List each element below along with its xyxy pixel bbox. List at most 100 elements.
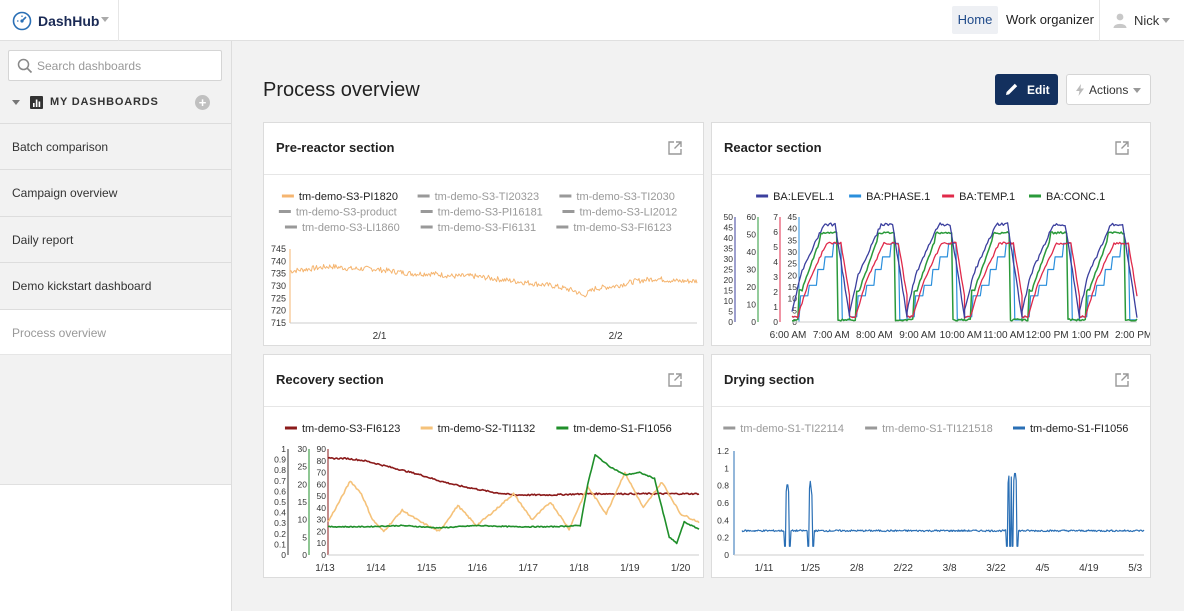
series-line bbox=[327, 454, 700, 545]
panel-header: Reactor section bbox=[712, 123, 1150, 175]
panel-title: Drying section bbox=[724, 372, 815, 387]
edit-button[interactable]: Edit bbox=[995, 74, 1058, 105]
y-tick-label: 70 bbox=[317, 468, 327, 478]
y-tick-label: 80 bbox=[317, 456, 327, 466]
y-tick-label: 3 bbox=[773, 272, 778, 282]
sidebar-item-demo-kickstart[interactable]: Demo kickstart dashboard bbox=[0, 262, 231, 309]
panel-header: Recovery section bbox=[264, 355, 703, 407]
panel-header: Pre-reactor section bbox=[264, 123, 703, 175]
y-tick-label: 30 bbox=[788, 247, 798, 257]
lightning-icon bbox=[1076, 84, 1084, 96]
x-tick-label: 1/19 bbox=[620, 563, 640, 574]
x-tick-label: 1/13 bbox=[315, 563, 335, 574]
series-line bbox=[289, 263, 698, 298]
y-tick-label: 5 bbox=[728, 307, 733, 317]
actions-button[interactable]: Actions bbox=[1066, 74, 1151, 105]
x-tick-label: 1/18 bbox=[569, 563, 589, 574]
divider bbox=[118, 0, 119, 41]
x-tick-label: 1/16 bbox=[468, 563, 488, 574]
sidebar-item-process-overview[interactable]: Process overview bbox=[0, 308, 231, 355]
sidebar-item-batch-comparison[interactable]: Batch comparison bbox=[0, 123, 231, 170]
user-menu[interactable]: Nick bbox=[1134, 13, 1160, 28]
chart-pre-reactor: tm-demo-S3-PI1820 tm-demo-S3-TI20323 tm-de… bbox=[271, 191, 698, 342]
y-tick-label: 720 bbox=[271, 306, 286, 316]
y-tick-label: 20 bbox=[298, 479, 308, 489]
external-link-icon[interactable] bbox=[1114, 140, 1130, 156]
x-tick-label: 1/17 bbox=[518, 563, 538, 574]
section-label: MY DASHBOARDS bbox=[50, 96, 159, 108]
y-tick-label: 40 bbox=[724, 233, 734, 243]
legend-item: tm-demo-S1-TI121518 bbox=[882, 423, 993, 435]
app-menu-caret-icon[interactable] bbox=[101, 17, 109, 22]
y-tick-label: 0.6 bbox=[274, 486, 286, 496]
legend-item: BA:PHASE.1 bbox=[866, 191, 930, 203]
y-tick-label: 0 bbox=[751, 317, 756, 327]
legend-item: tm-demo-S2-TI1132 bbox=[438, 423, 536, 435]
x-tick-label: 10:00 AM bbox=[940, 330, 982, 341]
y-tick-label: 715 bbox=[271, 318, 286, 328]
user-menu-caret-icon[interactable] bbox=[1162, 18, 1170, 23]
y-tick-label: 40 bbox=[747, 247, 757, 257]
x-tick-label: 11:00 AM bbox=[983, 330, 1025, 341]
app-name: DashHub bbox=[38, 13, 100, 29]
y-tick-label: 0.4 bbox=[274, 508, 286, 518]
app-logo[interactable]: DashHub bbox=[12, 10, 99, 32]
y-tick-label: 735 bbox=[271, 269, 286, 279]
search-input[interactable] bbox=[37, 56, 217, 76]
collapse-caret-icon[interactable] bbox=[12, 100, 20, 105]
external-link-icon[interactable] bbox=[667, 140, 683, 156]
panel-reactor: Reactor section BA:LEVEL.1 BA:PHASE.1 BA:T… bbox=[711, 122, 1151, 346]
x-tick-label: 4/5 bbox=[1035, 563, 1049, 574]
sidebar-item-campaign-overview[interactable]: Campaign overview bbox=[0, 169, 231, 216]
y-tick-label: 25 bbox=[298, 462, 308, 472]
y-tick-label: 0.9 bbox=[274, 455, 286, 465]
y-tick-label: 0.8 bbox=[274, 465, 286, 475]
my-dashboards-header: MY DASHBOARDS + bbox=[12, 95, 222, 111]
legend-item: tm-demo-S1-FI1056 bbox=[1030, 423, 1128, 435]
y-tick-label: 60 bbox=[747, 212, 757, 222]
y-tick-label: 1 bbox=[773, 302, 778, 312]
y-tick-label: 40 bbox=[788, 224, 798, 234]
chart-area: BA:LEVEL.1 BA:PHASE.1 BA:TEMP.1 BA:CONC.1 0 5… bbox=[712, 175, 1150, 345]
y-tick-label: 0 bbox=[724, 550, 729, 560]
y-tick-label: 20 bbox=[747, 282, 757, 292]
x-tick-label: 2/2 bbox=[609, 331, 623, 342]
legend-item: tm-demo-S1-FI1056 bbox=[573, 423, 671, 435]
nav-home[interactable]: Home bbox=[952, 6, 998, 34]
bar-chart-icon bbox=[30, 96, 43, 109]
pencil-icon bbox=[1006, 83, 1018, 95]
legend-item: tm-demo-S3-TI20323 bbox=[435, 191, 540, 203]
x-tick-label: 12:00 PM bbox=[1026, 330, 1069, 341]
add-dashboard-icon[interactable]: + bbox=[195, 95, 210, 110]
y-tick-label: 0.5 bbox=[274, 497, 286, 507]
x-tick-label: 1/14 bbox=[366, 563, 386, 574]
series-line bbox=[327, 471, 700, 533]
nav-work-organizer[interactable]: Work organizer bbox=[1006, 12, 1094, 27]
legend-item: tm-demo-S3-product bbox=[296, 207, 397, 219]
panel-title: Pre-reactor section bbox=[276, 140, 395, 155]
user-icon[interactable] bbox=[1112, 12, 1128, 28]
y-tick-label: 1 bbox=[281, 444, 286, 454]
x-tick-label: 9:00 AM bbox=[899, 330, 936, 341]
legend-item: BA:LEVEL.1 bbox=[773, 191, 834, 203]
y-tick-label: 10 bbox=[788, 294, 798, 304]
external-link-icon[interactable] bbox=[1114, 372, 1130, 388]
y-tick-label: 0.1 bbox=[274, 539, 286, 549]
y-tick-label: 740 bbox=[271, 256, 286, 266]
x-tick-label: 8:00 AM bbox=[856, 330, 893, 341]
x-tick-label: 2/1 bbox=[373, 331, 387, 342]
edit-label: Edit bbox=[1027, 83, 1050, 97]
external-link-icon[interactable] bbox=[667, 372, 683, 388]
y-tick-label: 90 bbox=[317, 444, 327, 454]
y-tick-label: 10 bbox=[747, 300, 757, 310]
actions-label: Actions bbox=[1089, 83, 1129, 97]
y-tick-label: 5 bbox=[302, 532, 307, 542]
sidebar-item-daily-report[interactable]: Daily report bbox=[0, 215, 231, 263]
legend-item: tm-demo-S1-TI22114 bbox=[740, 423, 844, 435]
y-tick-label: 60 bbox=[317, 479, 327, 489]
y-tick-label: 30 bbox=[298, 444, 308, 454]
y-tick-label: 15 bbox=[788, 282, 798, 292]
y-tick-label: 5 bbox=[792, 305, 797, 315]
panel-recovery: Recovery section tm-demo-S3-FI6123 tm-dem… bbox=[263, 354, 704, 578]
y-tick-label: 35 bbox=[724, 244, 734, 254]
